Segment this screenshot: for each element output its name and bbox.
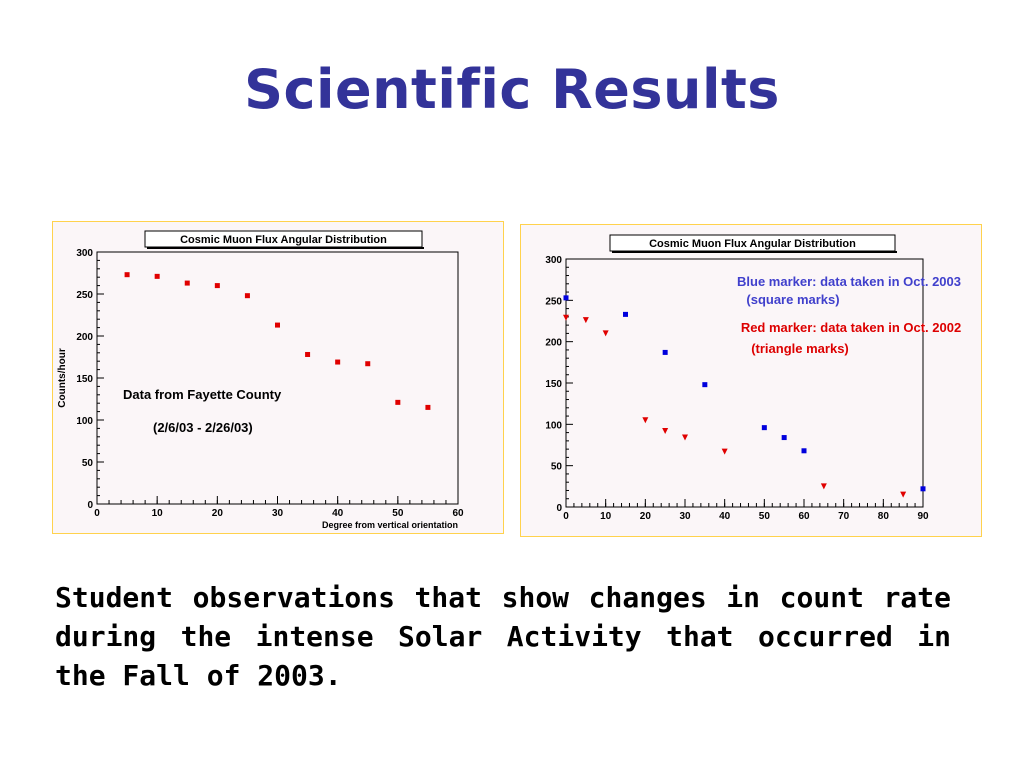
chart-annotation: Blue marker: data taken in Oct. 2003 <box>737 274 961 289</box>
data-point-square <box>275 322 280 328</box>
y-tick-label: 250 <box>545 296 562 307</box>
data-point-triangle <box>642 417 649 424</box>
data-point-square <box>184 280 190 286</box>
chart-fayette: Cosmic Muon Flux Angular Distribution 0 50… <box>57 230 464 530</box>
chart-title: Cosmic Muon Flux Angular Distribution <box>180 234 387 246</box>
data-point-square <box>702 382 708 388</box>
data-point-triangle <box>900 491 907 498</box>
data-point-square <box>781 435 787 441</box>
data-point-square <box>425 404 431 410</box>
y-tick-label: 0 <box>87 500 93 511</box>
slide-title: Scientific Results <box>244 58 780 121</box>
slide-caption: Student observations that show changes i… <box>55 581 951 692</box>
y-tick-label: 0 <box>556 503 562 514</box>
y-tick-label: 250 <box>76 290 93 301</box>
data-point-square <box>335 359 341 365</box>
title-box-shadow <box>147 247 424 249</box>
x-tick-label: 0 <box>563 511 569 522</box>
data-point-square <box>244 293 250 299</box>
x-tick-label: 30 <box>679 511 691 522</box>
x-tick-label: 70 <box>838 511 850 522</box>
y-tick-label: 200 <box>545 338 562 349</box>
chart-annotation: (2/6/03 - 2/26/03) <box>153 420 253 435</box>
data-point-triangle <box>682 434 688 441</box>
x-tick-label: 90 <box>917 511 929 522</box>
data-point-triangle <box>602 330 609 337</box>
plot-frame <box>96 251 459 505</box>
x-tick-label: 10 <box>152 508 164 519</box>
x-axis-label: Degree from vertical orientation <box>322 520 458 530</box>
plot-frame <box>565 258 924 508</box>
x-tick-label: 30 <box>272 508 284 519</box>
data-point-square <box>662 349 668 355</box>
y-tick-label: 100 <box>545 420 562 431</box>
x-tick-label: 20 <box>640 511 652 522</box>
y-tick-label: 150 <box>76 374 93 385</box>
y-tick-label: 300 <box>76 248 93 259</box>
data-point-square <box>801 448 807 454</box>
data-point-triangle <box>721 448 728 455</box>
chart-panel-comparison: Cosmic Muon Flux Angular Distribution 0 50… <box>520 224 982 537</box>
x-tick-label: 20 <box>212 508 224 519</box>
chart-annotation: (square marks) <box>746 292 839 307</box>
data-point-square <box>365 361 371 367</box>
data-point-square <box>563 295 569 301</box>
data-point-square <box>920 486 926 492</box>
y-axis-label: Counts/hour <box>57 348 68 408</box>
data-point-triangle <box>582 317 589 324</box>
chart-title: Cosmic Muon Flux Angular Distribution <box>649 238 856 250</box>
y-tick-label: 150 <box>545 379 562 390</box>
data-point-triangle <box>820 483 827 490</box>
y-tick-label: 100 <box>76 416 93 427</box>
title-box-shadow <box>612 251 897 253</box>
chart-annotation: (triangle marks) <box>751 341 849 356</box>
x-tick-label: 80 <box>878 511 890 522</box>
chart-title-box: Cosmic Muon Flux Angular Distribution <box>144 230 424 249</box>
data-point-square <box>124 272 130 278</box>
x-tick-label: 50 <box>759 511 771 522</box>
data-point-square <box>214 283 220 289</box>
y-tick-label: 50 <box>82 458 94 469</box>
chart-title-box: Cosmic Muon Flux Angular Distribution <box>609 234 897 253</box>
y-tick-label: 50 <box>551 462 563 473</box>
x-tick-label: 40 <box>332 508 344 519</box>
data-point-square <box>305 351 311 357</box>
x-tick-label: 60 <box>452 508 464 519</box>
x-tick-label: 0 <box>94 508 100 519</box>
x-tick-label: 10 <box>600 511 612 522</box>
y-tick-label: 200 <box>76 332 93 343</box>
chart-panel-fayette: Cosmic Muon Flux Angular Distribution 0 50… <box>52 221 504 534</box>
data-point-square <box>395 399 401 405</box>
x-tick-label: 40 <box>719 511 731 522</box>
data-point-square <box>154 273 160 279</box>
data-point-triangle <box>662 427 669 434</box>
x-tick-label: 50 <box>392 508 404 519</box>
y-tick-label: 300 <box>545 255 562 266</box>
data-point-square <box>623 311 628 317</box>
x-tick-label: 60 <box>798 511 810 522</box>
chart-annotation: Data from Fayette County <box>123 387 282 402</box>
chart-annotation: Red marker: data taken in Oct. 2002 <box>741 320 961 335</box>
chart-comparison: Cosmic Muon Flux Angular Distribution 0 50… <box>545 234 961 522</box>
data-point-triangle <box>563 314 569 321</box>
data-point-square <box>761 425 767 431</box>
